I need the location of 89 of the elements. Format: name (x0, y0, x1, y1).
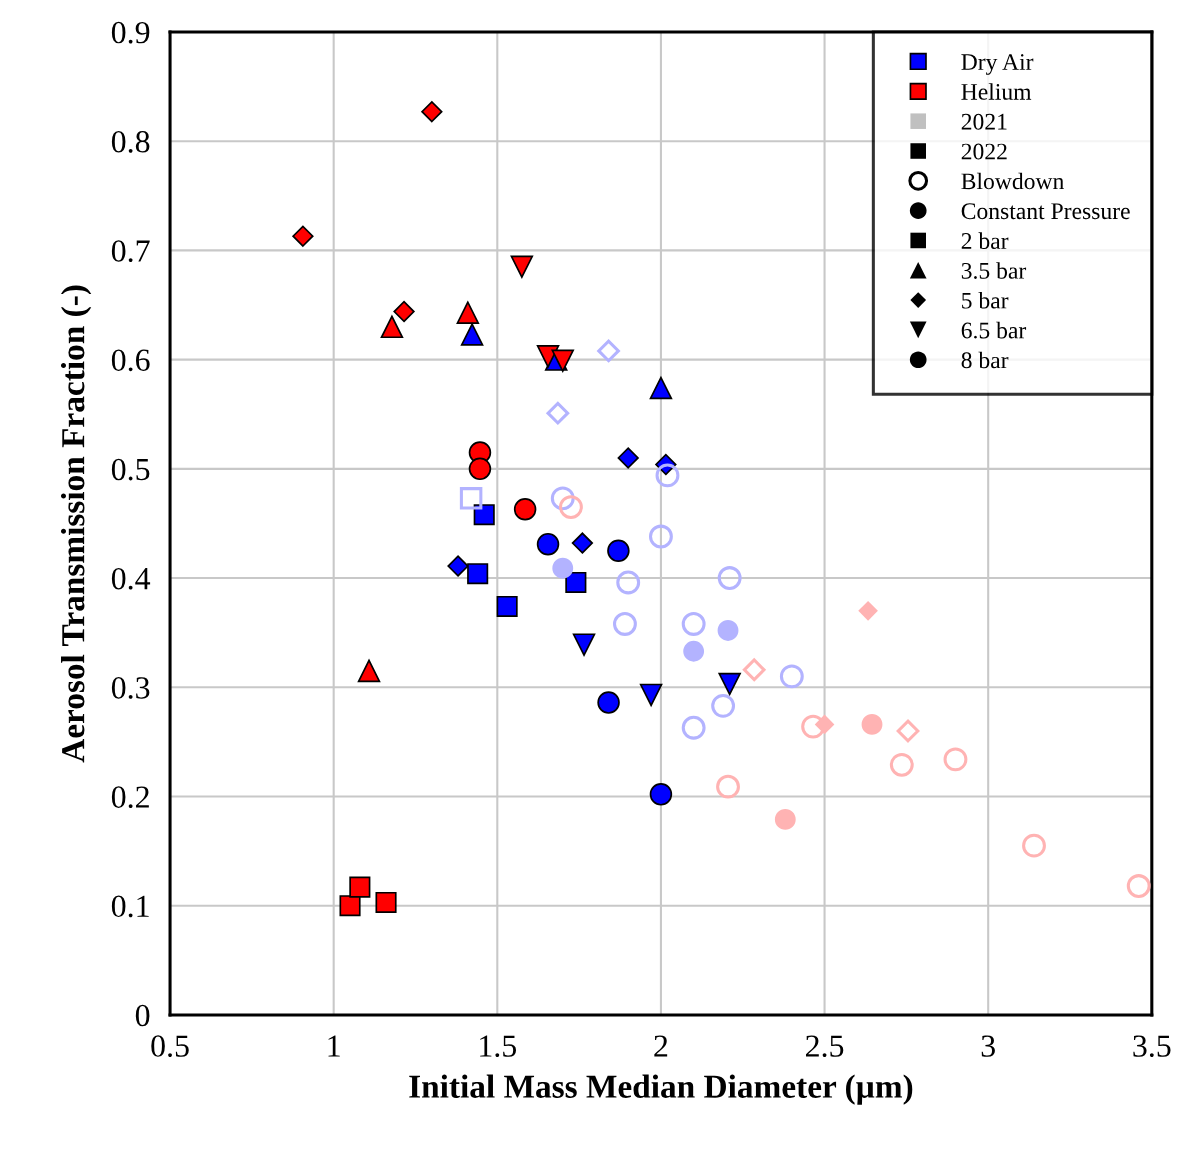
x-axis-title: Initial Mass Median Diameter (µm) (409, 1074, 913, 1105)
point (393, 300, 415, 323)
legend-label: 2022 (961, 143, 1007, 160)
legend-label: 5 bar (962, 291, 1009, 309)
point (612, 611, 637, 636)
x-tick-label: 3 (981, 1035, 995, 1057)
point (889, 752, 914, 777)
point (717, 566, 742, 591)
point (597, 339, 620, 363)
point (779, 664, 804, 689)
y-tick-label: 0.4 (111, 567, 151, 590)
x-tick-label: 1.5 (480, 1035, 517, 1058)
point (536, 532, 560, 556)
legend-label: 3.5 bar (961, 262, 1027, 279)
x-tick-label: 2 (654, 1035, 668, 1057)
point (655, 463, 680, 488)
y-tick-label: 0.2 (111, 786, 149, 809)
point (552, 557, 574, 579)
legend-label: Blowdown (961, 172, 1064, 190)
legend-label: 6.5 bar (961, 321, 1027, 339)
point (375, 891, 397, 914)
point (339, 895, 361, 917)
y-tick-label: 0.9 (111, 21, 150, 44)
x-tick-label: 3.5 (1133, 1035, 1171, 1058)
y-axis-title: Aerosol Transmission Fraction (-) (61, 285, 92, 763)
point (496, 595, 518, 618)
point (681, 611, 706, 636)
point (460, 323, 484, 346)
point (896, 719, 920, 743)
y-tick-label: 0.7 (111, 240, 150, 262)
point (536, 345, 560, 368)
y-tick-label: 0 (135, 1004, 150, 1027)
point (1022, 833, 1046, 858)
point (607, 539, 630, 563)
legend-label: Constant Pressure (961, 203, 1130, 220)
y-tick-label: 0.6 (111, 349, 150, 372)
legend-label: Helium (961, 83, 1032, 100)
point (858, 601, 878, 621)
point (716, 774, 740, 799)
point (649, 376, 673, 400)
point (292, 225, 314, 247)
legend-label: 2021 (961, 113, 1007, 130)
legend-label: 2 bar (961, 232, 1009, 249)
legend-label: Dry Air (961, 54, 1034, 75)
point (380, 315, 404, 339)
y-tick-label: 0.3 (111, 677, 150, 699)
point (943, 747, 968, 772)
point (571, 532, 594, 554)
point (1126, 874, 1151, 899)
point (357, 659, 381, 683)
point (639, 683, 663, 707)
point (711, 693, 736, 718)
point (456, 301, 480, 324)
y-tick-label: 0.1 (111, 895, 149, 918)
point (649, 783, 673, 806)
point (814, 714, 835, 735)
point (349, 876, 371, 898)
point (421, 101, 443, 123)
point (550, 486, 575, 511)
point (447, 555, 469, 577)
point (565, 571, 587, 593)
point (467, 563, 489, 585)
point (510, 255, 534, 279)
point (513, 498, 537, 521)
point (546, 401, 570, 425)
point (681, 715, 706, 740)
point (597, 691, 620, 714)
point (801, 714, 826, 739)
point (717, 620, 739, 641)
point (617, 447, 639, 469)
point (572, 633, 596, 656)
point (774, 809, 796, 830)
point (473, 504, 495, 526)
x-tick-label: 0.5 (151, 1035, 189, 1058)
point (616, 570, 641, 595)
point (683, 640, 705, 662)
x-tick-label: 2.5 (806, 1035, 844, 1058)
point (558, 495, 583, 520)
y-tick-label: 0.8 (111, 131, 150, 153)
point (648, 524, 673, 549)
point (718, 672, 741, 696)
point (468, 457, 492, 481)
x-tick-label: 1 (328, 1035, 340, 1057)
point (459, 487, 483, 510)
y-tick-label: 0.5 (111, 458, 150, 481)
point (861, 714, 883, 735)
point (551, 349, 575, 372)
point (742, 658, 766, 682)
legend-label: 8 bar (961, 351, 1009, 369)
